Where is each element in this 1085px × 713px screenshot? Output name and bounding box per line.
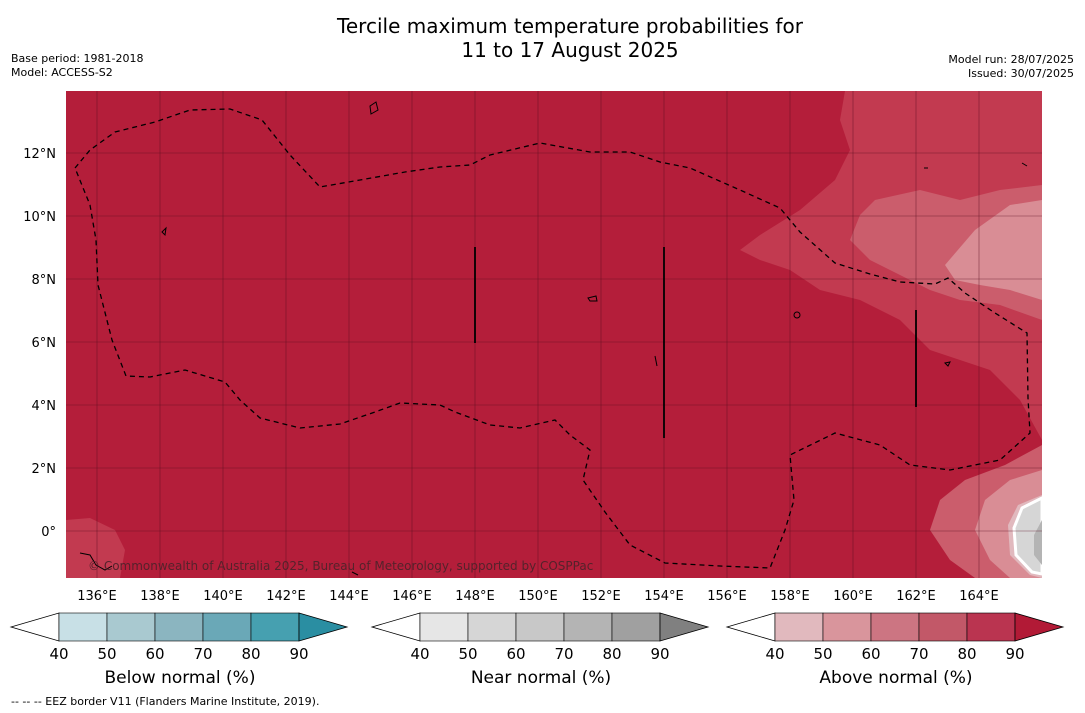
colorbar-segment <box>822 612 872 642</box>
graticule <box>66 91 1042 578</box>
model-name: Model: ACCESS-S2 <box>11 66 113 79</box>
colorbar-min-extension <box>725 612 776 642</box>
lon-label: 154°E <box>644 589 684 604</box>
copyright-text: © Commonwealth of Australia 2025, Bureau… <box>88 559 593 573</box>
contour-above-60 <box>945 200 1042 300</box>
colorbar-max-extension <box>1014 612 1065 642</box>
colorbar-tick-label: 80 <box>602 645 621 663</box>
colorbar-segment <box>918 612 968 642</box>
colorbar-tick-label: 60 <box>145 645 164 663</box>
colorbar-tick-label: 40 <box>49 645 68 663</box>
colorbar-segment <box>966 612 1016 642</box>
colorbar-segment <box>58 612 108 642</box>
colorbar-segment <box>611 612 661 642</box>
colorbar-tick-label: 70 <box>909 645 928 663</box>
lon-label: 146°E <box>392 589 432 604</box>
lon-label: 156°E <box>707 589 747 604</box>
contour-sw-80 <box>66 518 125 578</box>
lon-label: 162°E <box>896 589 936 604</box>
colorbar-max-extension <box>659 612 710 642</box>
colorbar-segment <box>202 612 252 642</box>
title-line-2: 11 to 17 August 2025 <box>461 38 679 62</box>
colorbar-tick-label: 60 <box>506 645 525 663</box>
lat-label: 8°N <box>32 273 57 288</box>
lon-label: 138°E <box>140 589 180 604</box>
colorbar-segment <box>106 612 156 642</box>
colorbar-title-below: Below normal (%) <box>104 668 256 688</box>
colorbar-tick-label: 70 <box>554 645 573 663</box>
colorbar-tick-label: 90 <box>1005 645 1024 663</box>
base-period: Base period: 1981-2018 <box>11 52 144 65</box>
lon-label: 164°E <box>959 589 999 604</box>
lon-label: 152°E <box>581 589 621 604</box>
colorbar-above-normal: 40 50 60 70 80 90 <box>725 612 1065 663</box>
lon-label: 142°E <box>266 589 306 604</box>
lat-label: 2°N <box>32 462 57 477</box>
colorbar-segment <box>515 612 565 642</box>
colorbar-title-near: Near normal (%) <box>470 668 612 688</box>
title-line-1: Tercile maximum temperature probabilitie… <box>337 14 803 38</box>
lat-label: 10°N <box>23 210 56 225</box>
footnote: -- -- -- EEZ border V11 (Flanders Marine… <box>11 695 320 708</box>
lon-label: 160°E <box>833 589 873 604</box>
lon-label: 140°E <box>203 589 243 604</box>
meta-right: Model run: 28/07/2025 Issued: 30/07/2025 <box>948 53 1074 81</box>
longitude-labels: 136°E 138°E 140°E 142°E 144°E 146°E 148°E 150°E… <box>77 589 999 604</box>
map-area <box>66 91 1042 578</box>
issued-date: Issued: 30/07/2025 <box>967 67 1074 80</box>
lat-label: 12°N <box>23 147 56 162</box>
colorbar-segment <box>563 612 613 642</box>
colorbar-min-extension <box>9 612 60 642</box>
colorbar-below-normal: 40 50 60 70 80 90 <box>9 612 349 663</box>
lon-label: 150°E <box>518 589 558 604</box>
colorbar-tick-label: 50 <box>813 645 832 663</box>
colorbar-tick-label: 80 <box>241 645 260 663</box>
colorbar-max-extension <box>298 612 349 642</box>
lon-label: 158°E <box>770 589 810 604</box>
colorbar-tick-label: 80 <box>957 645 976 663</box>
model-run: Model run: 28/07/2025 <box>948 53 1074 66</box>
colorbar-segment <box>870 612 920 642</box>
colorbar-tick-label: 90 <box>289 645 308 663</box>
lat-label: 6°N <box>32 336 57 351</box>
colorbar-tick-label: 40 <box>410 645 429 663</box>
colorbar-segment <box>774 612 824 642</box>
colorbar-segment <box>250 612 300 642</box>
lon-label: 144°E <box>329 589 369 604</box>
colorbar-tick-label: 40 <box>765 645 784 663</box>
lon-label: 148°E <box>455 589 495 604</box>
colorbar-tick-label: 70 <box>193 645 212 663</box>
colorbar-near-normal: 40 50 60 70 80 90 <box>370 612 710 663</box>
colorbar-title-above: Above normal (%) <box>819 668 973 688</box>
latitude-labels: 12°N 10°N 8°N 6°N 4°N 2°N 0° <box>23 147 56 540</box>
colorbar-segment <box>467 612 517 642</box>
colorbar-tick-label: 60 <box>861 645 880 663</box>
map-title: Tercile maximum temperature probabilitie… <box>0 14 1085 62</box>
colorbar-segment <box>419 612 469 642</box>
colorbar-segment <box>154 612 204 642</box>
colorbar-tick-label: 90 <box>650 645 669 663</box>
meta-left: Base period: 1981-2018 Model: ACCESS-S2 <box>11 52 143 80</box>
lat-label: 0° <box>41 525 56 540</box>
lon-label: 136°E <box>77 589 117 604</box>
lat-label: 4°N <box>32 399 57 414</box>
colorbar-tick-label: 50 <box>458 645 477 663</box>
colorbar-tick-label: 50 <box>97 645 116 663</box>
islands <box>79 101 1028 576</box>
colorbar-min-extension <box>370 612 421 642</box>
